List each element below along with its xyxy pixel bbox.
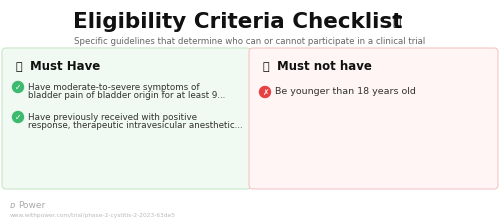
Text: response, therapeutic intravesicular anesthetic...: response, therapeutic intravesicular ane… <box>28 121 242 130</box>
Circle shape <box>260 86 270 97</box>
Text: bladder pain of bladder origin for at least 9...: bladder pain of bladder origin for at le… <box>28 91 225 100</box>
Circle shape <box>12 112 24 123</box>
Text: Must not have: Must not have <box>277 60 372 73</box>
Text: Have previously received with positive: Have previously received with positive <box>28 113 197 122</box>
Text: 👍: 👍 <box>16 62 22 72</box>
Text: ✓: ✓ <box>15 82 21 91</box>
Text: Have moderate-to-severe symptoms of: Have moderate-to-severe symptoms of <box>28 83 200 92</box>
FancyBboxPatch shape <box>249 48 498 189</box>
Text: 📋: 📋 <box>392 14 400 28</box>
Circle shape <box>12 82 24 93</box>
Text: Eligibility Criteria Checklist: Eligibility Criteria Checklist <box>73 12 403 32</box>
Text: ᴅ: ᴅ <box>10 200 16 209</box>
Text: Power: Power <box>18 200 45 209</box>
Text: www.withpower.com/trial/phase-2-cystitis-2-2023-63de5: www.withpower.com/trial/phase-2-cystitis… <box>10 213 176 218</box>
Text: Be younger than 18 years old: Be younger than 18 years old <box>275 88 416 97</box>
Text: ✓: ✓ <box>15 112 21 121</box>
FancyBboxPatch shape <box>2 48 251 189</box>
Text: Specific guidelines that determine who can or cannot participate in a clinical t: Specific guidelines that determine who c… <box>74 37 426 45</box>
Text: 👎: 👎 <box>262 62 270 72</box>
Text: Must Have: Must Have <box>30 60 100 73</box>
Text: ✗: ✗ <box>262 88 268 97</box>
